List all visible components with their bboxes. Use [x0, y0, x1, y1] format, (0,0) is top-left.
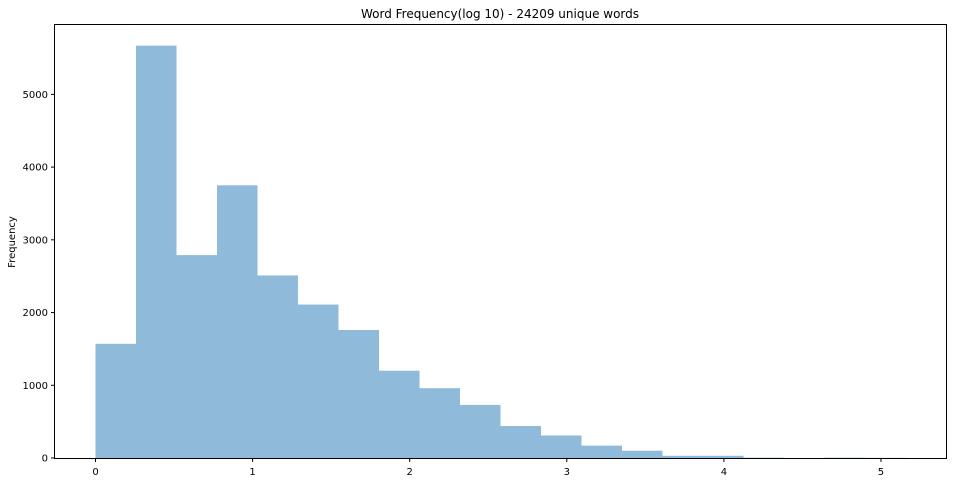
x-tick-label: 1: [249, 467, 255, 478]
histogram-bar: [581, 445, 622, 458]
histogram-bar: [703, 455, 744, 458]
histogram-bar: [824, 457, 865, 459]
histogram-bar: [176, 255, 217, 458]
histogram-bar: [460, 404, 501, 458]
histogram-bar: [338, 330, 379, 458]
y-tick-label: 4000: [23, 163, 48, 174]
y-tick-label: 2000: [23, 308, 48, 319]
plot-frame: [54, 24, 947, 459]
y-tick-label: 0: [42, 454, 48, 465]
y-axis-label: Frequency: [7, 216, 18, 268]
y-tick-label: 5000: [23, 90, 48, 101]
y-axis-ticks: 0 1000 2000 3000 4000 5000: [23, 90, 55, 465]
x-tick-label: 0: [92, 467, 98, 478]
histogram-bar: [95, 343, 136, 458]
histogram-bar: [662, 455, 703, 458]
histogram-bar: [541, 435, 582, 458]
histogram-bar: [217, 185, 258, 458]
histogram-bar: [622, 450, 663, 458]
y-tick-label: 1000: [23, 381, 48, 392]
histogram-bar: [298, 304, 339, 458]
histogram-bar: [500, 426, 541, 458]
histogram-bar: [743, 457, 784, 459]
x-axis-ticks: 0 1 2 3 4 5: [92, 458, 884, 478]
x-tick-label: 4: [721, 467, 727, 478]
y-tick-label: 3000: [23, 235, 48, 246]
histogram-bar: [379, 370, 420, 458]
x-tick-label: 3: [564, 467, 570, 478]
chart-title: Word Frequency(log 10) - 24209 unique wo…: [361, 7, 639, 21]
bars-group: [95, 45, 906, 459]
histogram-bar: [419, 388, 460, 458]
x-tick-label: 5: [878, 467, 884, 478]
x-tick-label: 2: [407, 467, 413, 478]
histogram-bar: [257, 275, 298, 458]
histogram-bar: [136, 45, 177, 458]
